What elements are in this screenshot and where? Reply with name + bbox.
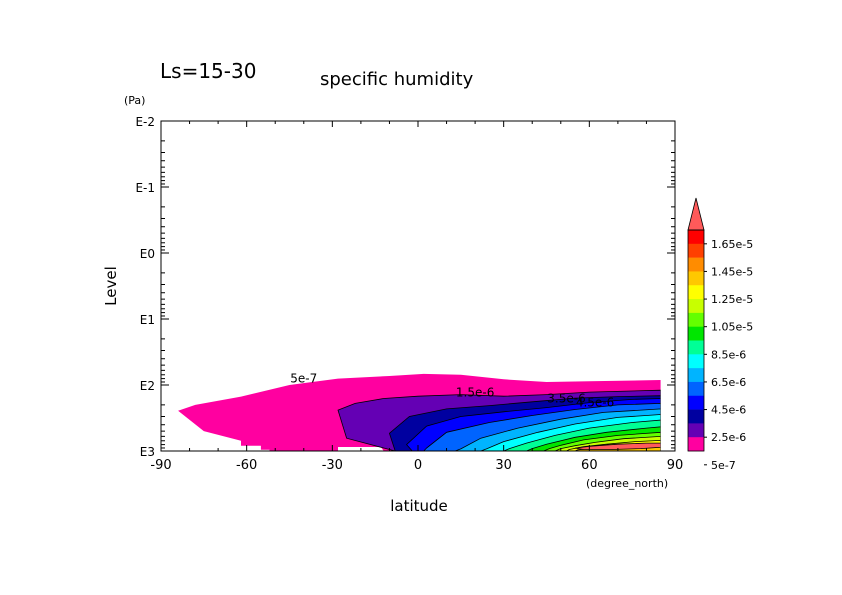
colorbar-swatch [688,257,704,272]
y-unit: (Pa) [124,94,145,107]
y-tick-label: E3 [140,445,155,459]
colorbar-swatch [688,409,704,424]
colorbar-swatch [688,230,704,245]
contour-label: 1.5e-6 [456,386,494,400]
colorbar-swatch [688,340,704,355]
x-axis: -90 -60 -30 0 30 60 90 [150,121,683,473]
colorbar-label: 1.45e-5 [711,265,753,278]
colorbar-swatch [688,423,704,438]
colorbar-label: 8.5e-6 [711,348,746,361]
y-axis: E-2 E-1 E0 E1 E2 E3 [135,115,675,459]
colorbar-label: 1.65e-5 [711,238,753,251]
colorbar-swatch [688,312,704,327]
x-tick-label: 60 [581,458,598,473]
colorbar-swatch [688,243,704,258]
x-tick-label: 30 [495,458,512,473]
chart-title: specific humidity [320,69,474,90]
colorbar-swatch [688,285,704,300]
y-tick-label: E2 [140,379,155,393]
colorbar: 1.65e-5 1.45e-5 1.25e-5 1.05e-5 8.5e-6 6.5e-6… [687,197,753,472]
y-tick-label: E0 [140,247,155,261]
colorbar-swatch [688,368,704,383]
y-tick-label: E-2 [135,115,155,129]
contour-label: 3.5e-6 [547,391,585,405]
colorbar-label: 1.05e-5 [711,321,753,334]
colorbar-swatch [688,271,704,286]
missing-region [660,374,675,451]
colorbar-overflow-arrow [687,197,705,231]
x-tick-label: -60 [236,458,257,473]
colorbar-swatch [688,354,704,369]
colorbar-label: 1.25e-5 [711,293,753,306]
colorbar-swatch [688,437,704,452]
x-unit: (degree_north) [586,477,668,490]
y-axis-label: Level [102,266,120,306]
contour-labels: 5e-7 1.5e-6 3.5e-64.5e-6 [290,372,614,410]
colorbar-label: 2.5e-6 [711,431,746,444]
contour-label: 4.5e-6 [576,396,614,410]
colorbar-swatch [688,395,704,410]
colorbar-swatch [688,326,704,341]
x-tick-label: -30 [322,458,343,473]
contour-fill [178,373,675,451]
chart-subtitle: Ls=15-30 [160,59,256,83]
colorbar-frame [687,229,705,452]
colorbar-label: 4.5e-6 [711,404,746,417]
colorbar-swatch [688,299,704,314]
x-tick-label: 90 [667,458,684,473]
x-tick-label: 0 [414,458,422,473]
colorbar-label: 6.5e-6 [711,376,746,389]
colorbar-swatch [688,381,704,397]
x-axis-label: latitude [390,497,448,515]
y-tick-label: E1 [140,313,155,327]
colorbar-label: 5e-7 [711,459,736,472]
contour-label: 5e-7 [290,372,317,386]
x-tick-label: -90 [150,458,171,473]
y-tick-label: E-1 [135,181,155,195]
